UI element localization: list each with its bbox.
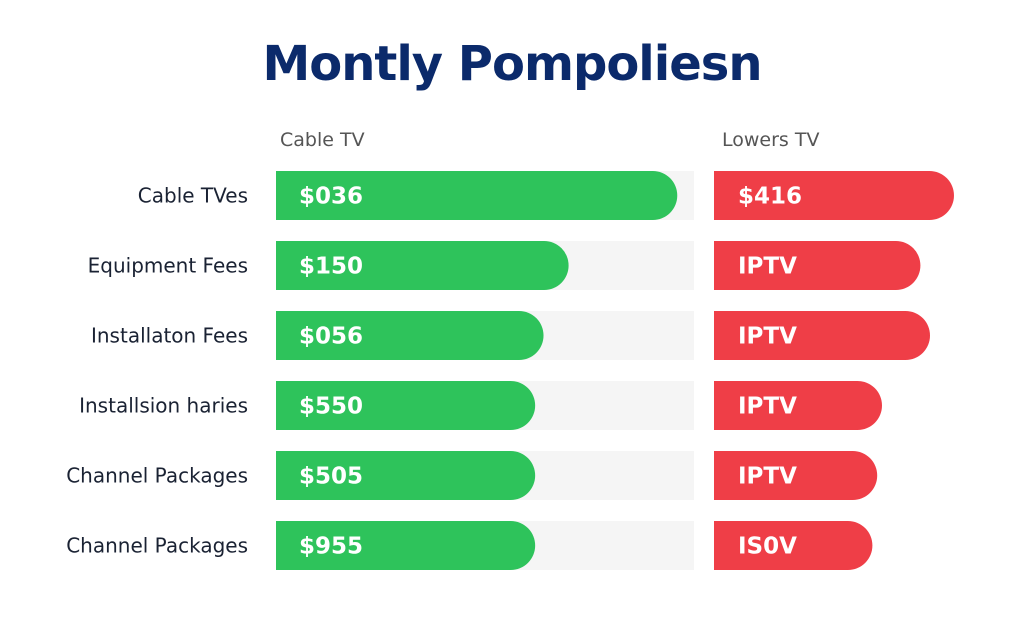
bar-1-3 — [276, 311, 544, 360]
bar-value-label: $150 — [299, 254, 363, 280]
bar-value-label: IS0V — [738, 534, 797, 560]
category-label: Installsion haries — [79, 394, 248, 418]
category-label: Channel Packages — [66, 464, 248, 488]
bar-1-4 — [276, 381, 536, 430]
column-header-1: Cable TV — [280, 129, 365, 151]
bar-1-6 — [276, 521, 536, 570]
chart-title: Montly Pompoliesn — [262, 36, 762, 92]
category-label: Channel Packages — [66, 534, 248, 558]
bar-2-6 — [714, 521, 873, 570]
bar-1-5 — [276, 451, 536, 500]
bar-value-label: $550 — [299, 394, 363, 420]
bar-2-3 — [714, 311, 930, 360]
bar-2-5 — [714, 451, 878, 500]
bar-value-label: $505 — [299, 464, 363, 490]
bar-value-label: $955 — [299, 534, 363, 560]
category-label: Equipment Fees — [88, 254, 248, 278]
bar-2-2 — [714, 241, 921, 290]
bar-2-4 — [714, 381, 882, 430]
category-label: Installaton Fees — [91, 324, 248, 348]
bar-1-1 — [276, 171, 678, 220]
bar-value-label: IPTV — [738, 394, 797, 420]
bar-value-label: IPTV — [738, 254, 797, 280]
bar-2-1 — [714, 171, 954, 220]
category-label: Cable TVes — [138, 184, 248, 208]
bar-value-label: $416 — [738, 184, 802, 210]
bar-value-label: IPTV — [738, 324, 797, 350]
bar-value-label: IPTV — [738, 464, 797, 490]
bar-value-label: $056 — [299, 324, 363, 350]
column-header-2: Lowers TV — [722, 129, 819, 151]
bar-1-2 — [276, 241, 569, 290]
bar-value-label: $036 — [299, 184, 363, 210]
